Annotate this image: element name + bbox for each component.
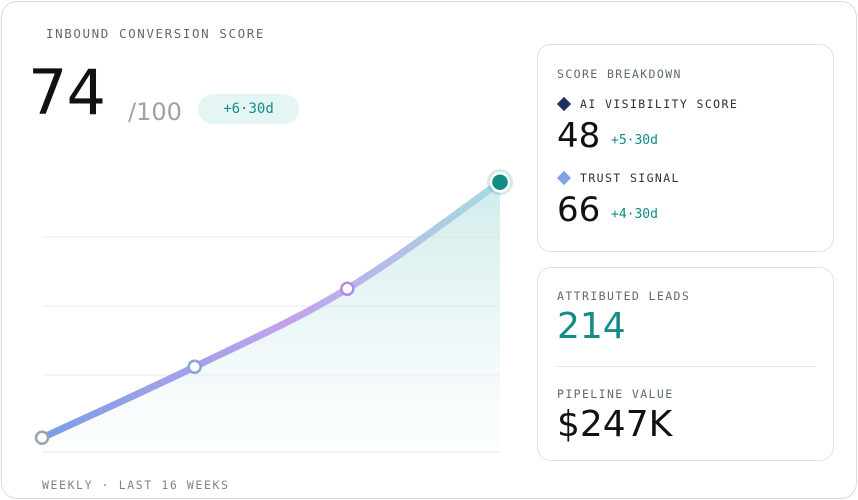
leads-value: 214 bbox=[557, 306, 626, 347]
score-out-of: /100 bbox=[128, 98, 182, 126]
leads-title: ATTRIBUTED LEADS bbox=[557, 289, 691, 303]
data-point[interactable] bbox=[187, 359, 202, 375]
trend-area bbox=[42, 182, 500, 452]
leads-panel: ATTRIBUTED LEADS 214 PIPELINE VALUE $247… bbox=[537, 267, 834, 461]
score-delta-badge: +6·30d bbox=[198, 94, 299, 124]
metric-name: TRUST SIGNAL bbox=[580, 171, 680, 185]
metric-delta: +5·30d bbox=[611, 133, 658, 148]
metric-value: 66 bbox=[557, 190, 601, 230]
trend-line bbox=[38, 178, 504, 442]
metric-value: 48 bbox=[557, 116, 601, 156]
metric-trust-signal: TRUST SIGNAL bbox=[556, 170, 680, 186]
score-value: 74 bbox=[28, 56, 106, 129]
chart-footer: WEEKLY · LAST 16 WEEKS bbox=[42, 478, 230, 492]
metric-ai-visibility: AI VISIBILITY SCORE bbox=[556, 96, 739, 112]
divider bbox=[557, 366, 815, 367]
pipeline-title: PIPELINE VALUE bbox=[557, 387, 674, 401]
metric-name: AI VISIBILITY SCORE bbox=[580, 97, 739, 111]
data-point[interactable] bbox=[34, 430, 50, 446]
metric-delta: +4·30d bbox=[611, 207, 658, 222]
data-point[interactable] bbox=[340, 281, 355, 296]
breakdown-title: SCORE BREAKDOWN bbox=[557, 67, 682, 81]
pipeline-value: $247K bbox=[557, 404, 673, 445]
diamond-icon bbox=[556, 96, 572, 112]
latest-data-point[interactable] bbox=[489, 171, 511, 193]
score-breakdown-panel: SCORE BREAKDOWN AI VISIBILITY SCORE 48 +… bbox=[537, 44, 834, 252]
diamond-icon bbox=[556, 170, 572, 186]
score-title: INBOUND CONVERSION SCORE bbox=[46, 26, 266, 41]
